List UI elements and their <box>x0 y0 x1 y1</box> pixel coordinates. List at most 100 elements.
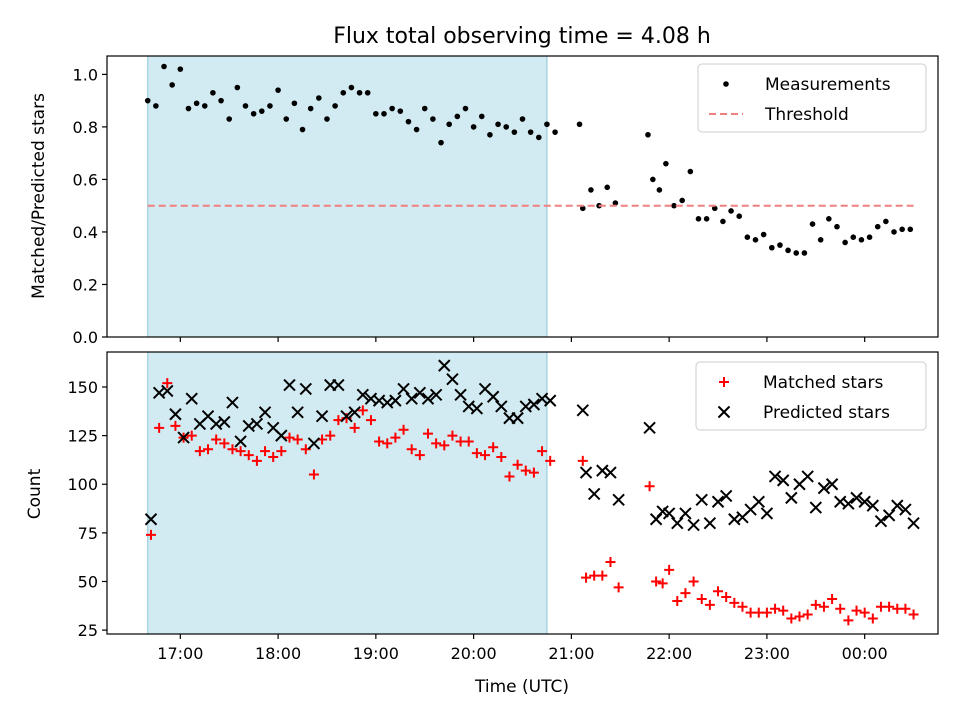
x-tick-label: 22:00 <box>646 644 692 663</box>
measurement-point <box>421 105 428 112</box>
measurement-point <box>381 110 387 117</box>
matched-star-point <box>284 432 295 443</box>
measurement-point <box>185 105 192 112</box>
y-tick-label: 25 <box>78 621 98 640</box>
matched-star-point <box>545 455 556 466</box>
matched-star-point <box>512 459 523 470</box>
measurement-point <box>438 139 444 146</box>
measurement-point <box>373 110 379 117</box>
measurement-point <box>695 216 702 222</box>
measurement-point <box>201 103 208 109</box>
measurement-point <box>711 205 718 212</box>
y-tick-label: 75 <box>78 524 98 543</box>
measurement-point <box>487 131 493 138</box>
measurement-point <box>650 176 656 183</box>
predicted-star-point <box>527 398 541 411</box>
measurement-point <box>842 239 848 246</box>
predicted-star-point <box>429 388 443 401</box>
measurement-point <box>687 168 694 175</box>
measurement-point <box>267 103 273 109</box>
matched-star-point <box>794 611 805 622</box>
measurement-point <box>858 237 865 243</box>
predicted-star-point <box>891 499 904 512</box>
predicted-star-point <box>218 415 231 429</box>
measurement-point <box>907 226 914 233</box>
matched-star-point <box>431 438 442 449</box>
matched-star-point <box>251 455 262 466</box>
predicted-star-point <box>495 400 508 413</box>
predicted-star-point <box>604 466 617 479</box>
x-tick-label: 17:00 <box>157 644 203 663</box>
predicted-star-point <box>662 507 676 520</box>
measurement-point <box>153 103 159 109</box>
x-tick-label: 23:00 <box>744 644 790 663</box>
matched-star-point <box>504 471 515 482</box>
measurement-point <box>144 97 151 104</box>
matched-star-point <box>170 420 181 431</box>
matched-star-point <box>672 595 683 606</box>
measurement-point <box>470 124 477 130</box>
measurement-point <box>883 218 889 225</box>
legend-dot-icon <box>723 81 729 87</box>
matched-star-point <box>365 415 376 426</box>
predicted-star-point <box>679 507 692 520</box>
matched-star-point <box>145 529 156 540</box>
chart-title: Flux total observing time = 4.08 h <box>333 24 711 49</box>
x-axis-label: Time (UTC) <box>474 677 569 697</box>
measurement-point <box>744 234 751 241</box>
measurement-point <box>552 129 558 135</box>
matched-star-point <box>520 465 531 476</box>
measurement-point <box>210 89 216 96</box>
measurement-point <box>656 187 663 193</box>
measurement-point <box>250 110 257 117</box>
matched-star-point <box>268 452 279 463</box>
measurement-point <box>430 116 436 122</box>
measurement-point <box>340 89 347 96</box>
measurement-point <box>752 237 759 243</box>
measurement-point <box>226 116 233 122</box>
matched-star-point <box>827 593 838 604</box>
matched-star-point <box>211 434 222 445</box>
matched-star-point <box>581 572 592 583</box>
predicted-star-point <box>291 406 304 419</box>
matched-star-point <box>447 430 458 441</box>
measurement-point <box>826 216 832 222</box>
legend-box <box>695 361 927 431</box>
matched-star-point <box>696 593 707 604</box>
measurement-point <box>785 247 791 254</box>
series-predicted-stars <box>144 359 920 532</box>
matched-star-point <box>537 446 548 457</box>
predicted-star-point <box>226 396 239 409</box>
matched-star-point <box>597 570 608 581</box>
matched-star-point <box>737 601 748 612</box>
predicted-star-point <box>250 417 264 431</box>
predicted-star-point <box>397 382 410 396</box>
predicted-star-point <box>671 516 684 530</box>
predicted-star-point <box>834 495 847 508</box>
measurement-point <box>817 237 824 243</box>
measurement-point <box>777 242 783 248</box>
predicted-star-point <box>332 378 345 392</box>
legend-x-icon <box>717 405 731 419</box>
measurement-point <box>413 126 420 133</box>
predicted-star-point <box>703 516 717 530</box>
predicted-star-point <box>177 431 190 444</box>
measurement-point <box>671 202 677 209</box>
measurement-point <box>307 105 314 112</box>
y-tick-label: 100 <box>67 475 98 494</box>
legend-label: Predicted stars <box>763 403 890 423</box>
matched-star-point <box>406 444 417 455</box>
matched-star-point <box>219 438 230 449</box>
measurement-point <box>891 229 897 235</box>
measurement-point <box>728 208 734 214</box>
measurement-point <box>503 124 510 130</box>
matched-star-point <box>463 436 474 447</box>
matched-star-point <box>382 438 393 449</box>
predicted-star-point <box>695 493 708 507</box>
matched-star-point <box>810 599 821 610</box>
measurement-point <box>899 226 905 233</box>
measurement-point <box>291 100 298 107</box>
matched-star-point <box>374 436 385 447</box>
count-panel: 25 50 75 100 125 150 17:00 18:00 19:00 20:00 21:00… <box>67 351 939 663</box>
matched-star-point <box>688 576 699 587</box>
